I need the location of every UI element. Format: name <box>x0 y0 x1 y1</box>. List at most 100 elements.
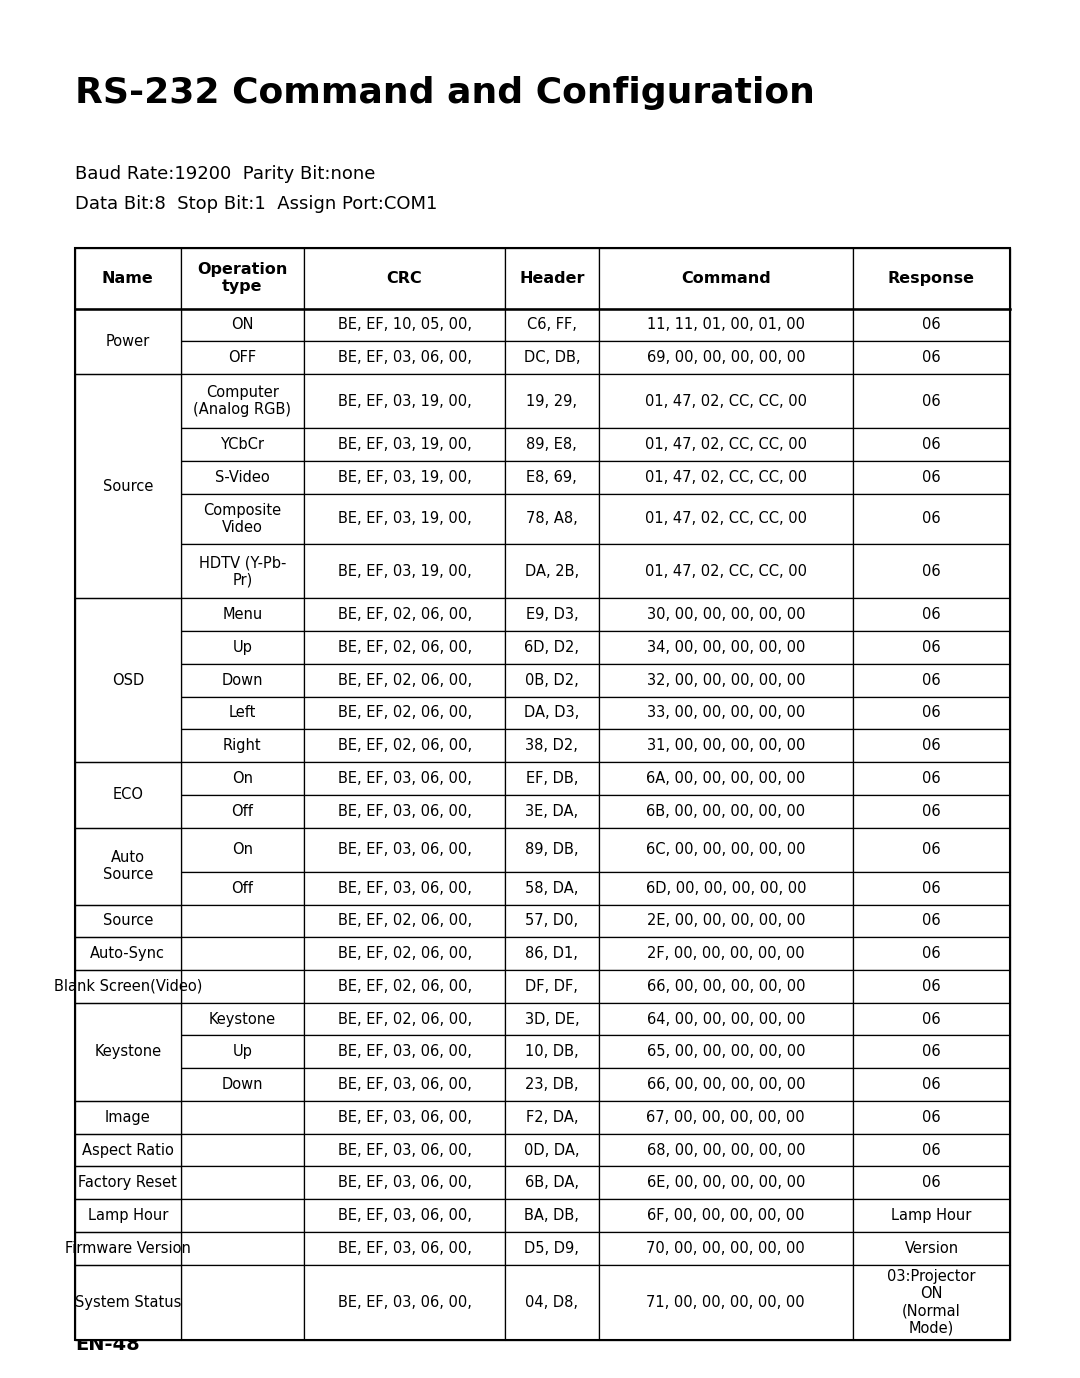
Text: 6B, 00, 00, 00, 00, 00: 6B, 00, 00, 00, 00, 00 <box>646 803 806 819</box>
Bar <box>75 248 1010 1339</box>
Bar <box>305 1035 505 1068</box>
Bar <box>853 1232 1010 1265</box>
Bar <box>598 309 853 342</box>
Text: 01, 47, 02, CC, CC, 00: 01, 47, 02, CC, CC, 00 <box>645 394 807 408</box>
Text: 06: 06 <box>922 881 941 896</box>
Bar <box>180 762 305 795</box>
Bar <box>598 1003 853 1035</box>
Bar <box>75 598 180 762</box>
Text: BE, EF, 03, 06, 00,: BE, EF, 03, 06, 00, <box>338 881 472 896</box>
Text: Lamp Hour: Lamp Hour <box>891 1209 972 1224</box>
Text: BE, EF, 03, 06, 00,: BE, EF, 03, 06, 00, <box>338 1295 472 1310</box>
Bar <box>305 1232 505 1265</box>
Bar <box>505 493 598 544</box>
Bar <box>505 1101 598 1134</box>
Text: 06: 06 <box>922 947 941 960</box>
Text: 3D, DE,: 3D, DE, <box>525 1011 579 1027</box>
Bar <box>505 373 598 429</box>
Text: 3E, DA,: 3E, DA, <box>525 803 579 819</box>
Bar <box>180 1003 305 1035</box>
Bar <box>505 1134 598 1166</box>
Bar <box>180 729 305 762</box>
Bar <box>598 828 853 872</box>
Bar <box>505 309 598 342</box>
Text: 64, 00, 00, 00, 00, 00: 64, 00, 00, 00, 00, 00 <box>647 1011 805 1027</box>
Bar <box>75 1232 180 1265</box>
Bar <box>305 1265 505 1339</box>
Bar <box>853 460 1010 493</box>
Bar <box>180 697 305 729</box>
Bar <box>505 1232 598 1265</box>
Bar <box>180 1035 305 1068</box>
Bar <box>305 1199 505 1232</box>
Bar <box>305 937 505 970</box>
Bar <box>75 904 180 937</box>
Text: Off: Off <box>231 803 254 819</box>
Bar <box>505 729 598 762</box>
Bar <box>853 828 1010 872</box>
Text: On: On <box>232 770 253 785</box>
Bar <box>75 762 180 828</box>
Bar <box>180 1068 305 1101</box>
Text: Keystone: Keystone <box>94 1045 161 1060</box>
Text: 01, 47, 02, CC, CC, 00: 01, 47, 02, CC, CC, 00 <box>645 564 807 579</box>
Bar <box>505 460 598 493</box>
Text: 6D, 00, 00, 00, 00, 00: 6D, 00, 00, 00, 00, 00 <box>646 881 806 896</box>
Bar <box>853 598 1010 631</box>
Bar <box>75 970 180 1003</box>
Text: 06: 06 <box>922 803 941 819</box>
Bar <box>853 970 1010 1003</box>
Bar <box>305 1101 505 1134</box>
Bar <box>180 544 305 598</box>
Bar <box>180 373 305 429</box>
Text: 69, 00, 00, 00, 00, 00: 69, 00, 00, 00, 00, 00 <box>647 350 805 365</box>
Bar <box>180 429 305 460</box>
Bar <box>598 544 853 598</box>
Bar <box>305 729 505 762</box>
Text: D5, D9,: D5, D9, <box>525 1240 579 1255</box>
Text: S-Video: S-Video <box>215 470 270 485</box>
Text: 66, 00, 00, 00, 00, 00: 66, 00, 00, 00, 00, 00 <box>647 1078 805 1093</box>
Text: BE, EF, 02, 06, 00,: BE, EF, 02, 06, 00, <box>338 608 472 623</box>
Text: DA, D3,: DA, D3, <box>524 706 580 721</box>
Bar <box>75 1003 180 1101</box>
Text: Down: Down <box>221 672 264 688</box>
Text: 06: 06 <box>922 639 941 655</box>
Bar <box>853 904 1010 937</box>
Bar <box>598 1232 853 1265</box>
Bar <box>505 1199 598 1232</box>
Bar <box>853 1166 1010 1199</box>
Bar <box>180 1101 305 1134</box>
Text: 57, D0,: 57, D0, <box>525 914 579 929</box>
Text: Up: Up <box>232 639 253 655</box>
Bar <box>305 697 505 729</box>
Text: Header: Header <box>519 271 584 285</box>
Text: Blank Screen(Video): Blank Screen(Video) <box>54 978 202 994</box>
Text: 19, 29,: 19, 29, <box>526 394 578 408</box>
Text: OSD: OSD <box>111 672 144 688</box>
Text: 06: 06 <box>922 394 941 408</box>
Bar <box>75 1232 180 1265</box>
Bar <box>598 1101 853 1134</box>
Bar <box>75 1199 180 1232</box>
Text: BE, EF, 02, 06, 00,: BE, EF, 02, 06, 00, <box>338 706 472 721</box>
Bar <box>305 1003 505 1035</box>
Text: 06: 06 <box>922 978 941 994</box>
Bar <box>180 309 305 342</box>
Bar <box>180 1265 305 1339</box>
Text: 06: 06 <box>922 842 941 857</box>
Bar <box>853 664 1010 697</box>
Bar <box>853 544 1010 598</box>
Text: 89, DB,: 89, DB, <box>525 842 579 857</box>
Bar <box>75 937 180 970</box>
Text: 06: 06 <box>922 1045 941 1060</box>
Text: Firmware Version: Firmware Version <box>65 1240 191 1255</box>
Text: Factory Reset: Factory Reset <box>79 1175 177 1191</box>
Bar <box>853 1068 1010 1101</box>
Text: Response: Response <box>888 271 975 285</box>
Text: BE, EF, 03, 19, 00,: BE, EF, 03, 19, 00, <box>338 437 472 452</box>
Bar <box>75 248 180 309</box>
Text: BE, EF, 03, 19, 00,: BE, EF, 03, 19, 00, <box>338 511 472 526</box>
Bar <box>75 828 180 904</box>
Bar <box>305 309 505 342</box>
